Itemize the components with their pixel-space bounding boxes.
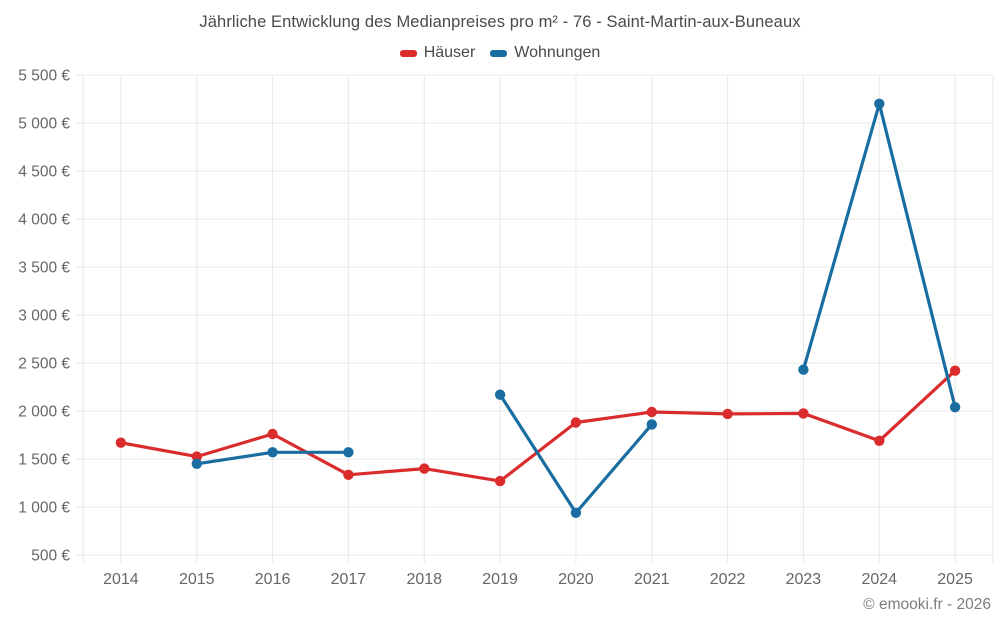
legend-swatch-icon [399, 49, 417, 57]
chart-title: Jährliche Entwicklung des Medianpreises … [199, 13, 801, 31]
y-tick-label: 500 € [31, 548, 70, 565]
x-gridlines [82, 75, 994, 563]
x-axis-labels: 2014 2015 2016 2017 2018 2019 2020 2021 2022 2023… [103, 571, 973, 588]
data-point [798, 408, 809, 419]
data-point [343, 469, 354, 480]
y-tick-label: 2 500 € [18, 356, 70, 373]
y-tick-label: 4 000 € [18, 212, 70, 229]
data-point [646, 406, 657, 418]
data-point [267, 447, 278, 458]
series-markers-wohnungen [191, 98, 961, 518]
x-tick-label: 2019 [482, 571, 518, 588]
x-tick-label: 2024 [861, 571, 897, 588]
data-point [343, 447, 354, 458]
x-tick-label: 2020 [558, 571, 594, 588]
y-gridlines [76, 74, 993, 556]
x-tick-label: 2015 [179, 571, 215, 588]
x-tick-label: 2017 [331, 571, 367, 588]
x-tick-label: 2025 [937, 571, 973, 588]
series-line-haeuser [119, 369, 957, 483]
footer-credit: © emooki.fr - 2026 [863, 596, 991, 613]
data-point [798, 364, 809, 375]
data-point [191, 451, 202, 462]
data-point [874, 98, 885, 110]
data-point [722, 408, 733, 420]
legend-item-haeuser[interactable]: Häuser [399, 44, 476, 62]
y-tick-label: 1 500 € [18, 452, 70, 469]
legend-label: Wohnungen [514, 44, 601, 61]
y-tick-label: 3 500 € [18, 260, 70, 277]
x-tick-label: 2014 [103, 571, 139, 588]
legend-item-wohnungen[interactable]: Wohnungen [490, 44, 600, 62]
data-point [949, 402, 961, 413]
line-segment [119, 369, 957, 483]
data-point [494, 475, 506, 487]
legend-label: Häuser [423, 44, 476, 61]
data-point [191, 458, 202, 469]
x-tick-label: 2023 [786, 571, 822, 588]
data-point [646, 419, 657, 430]
legend-swatch-icon [490, 49, 508, 57]
data-point [419, 463, 430, 474]
data-point [570, 417, 582, 428]
data-point [874, 435, 885, 446]
data-point [494, 389, 506, 400]
y-tick-label: 3 000 € [18, 308, 70, 325]
x-tick-label: 2016 [255, 571, 291, 588]
data-point [570, 507, 582, 518]
y-tick-label: 2 000 € [18, 404, 70, 421]
data-point [115, 437, 127, 448]
y-tick-label: 5 500 € [18, 68, 70, 85]
y-tick-label: 1 000 € [18, 500, 70, 517]
chart-legend: Häuser Wohnungen [0, 44, 1000, 62]
y-tick-label: 4 500 € [18, 164, 70, 181]
series-markers-haeuser [115, 365, 961, 487]
x-tick-label: 2018 [406, 571, 442, 588]
data-point [949, 365, 961, 376]
y-axis-labels: 500 € 1 000 € 1 500 € 2 000 € 2 500 € 3 000 €… [18, 68, 70, 565]
x-tick-label: 2022 [710, 571, 746, 588]
x-tick-label: 2021 [634, 571, 670, 588]
y-tick-label: 5 000 € [18, 116, 70, 133]
data-point [267, 428, 278, 440]
